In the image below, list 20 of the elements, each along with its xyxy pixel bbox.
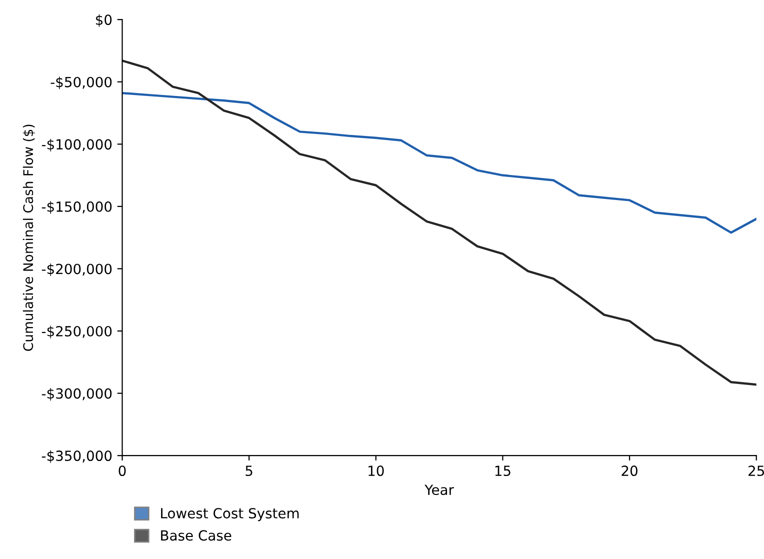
x-tick-label: 25 xyxy=(748,466,764,476)
y-tick-label: -$150,000 xyxy=(42,201,112,214)
y-tick-label: -$250,000 xyxy=(42,326,112,338)
y-tick-label: -$100,000 xyxy=(42,138,112,152)
y-tick-label: -$300,000 xyxy=(42,388,112,401)
x-tick-label: 5 xyxy=(246,466,252,476)
legend-label: Lowest Cost System xyxy=(161,508,299,522)
y-tick-label: $0 xyxy=(96,14,112,27)
y-tick-label: -$200,000 xyxy=(42,263,112,276)
x-tick-label: 10 xyxy=(368,466,384,476)
legend-label: Base Case xyxy=(161,530,232,541)
y-axis-title: Cumulative Nominal Cash Flow ($) xyxy=(22,124,35,351)
x-tick-label: 20 xyxy=(622,466,638,476)
x-tick-label: 15 xyxy=(495,466,510,476)
y-tick-label: -$50,000 xyxy=(50,76,112,90)
x-axis-title: Year xyxy=(424,484,454,496)
x-tick-label: 0 xyxy=(118,466,126,476)
line-series xyxy=(122,92,756,234)
line-series xyxy=(122,60,756,386)
y-tick-label: -$350,000 xyxy=(42,450,112,463)
